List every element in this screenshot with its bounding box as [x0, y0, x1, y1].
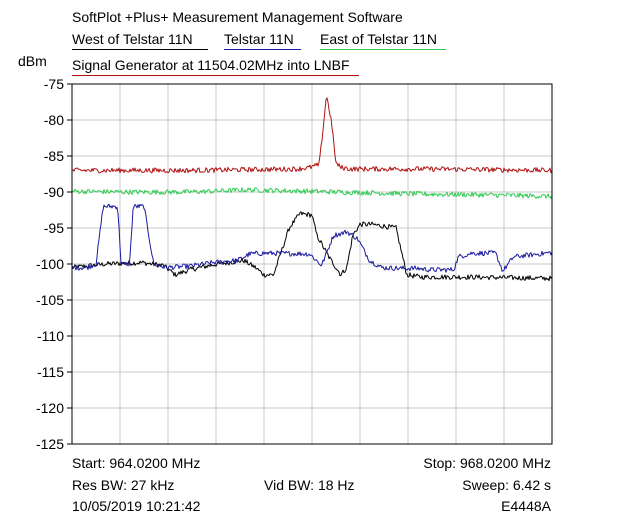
stop-frequency: Stop: 968.0200 MHz: [423, 455, 551, 471]
y-tick-label: -85: [44, 148, 64, 164]
y-tick-label: -105: [36, 292, 64, 308]
trace-line-1: [71, 203, 553, 273]
y-tick-label: -120: [36, 400, 64, 416]
timestamp: 10/05/2019 10:21:42: [72, 498, 201, 514]
chart-traces: [71, 97, 553, 282]
trace-line-3: [71, 97, 553, 174]
y-tick-label: -115: [37, 364, 64, 380]
sweep-time: Sweep: 6.42 s: [462, 477, 551, 493]
legend-swatch-signal-generator: [72, 75, 359, 76]
page-title: SoftPlot +Plus+ Measurement Management S…: [72, 9, 403, 25]
video-bandwidth: Vid BW: 18 Hz: [264, 477, 355, 493]
trace-line-2: [71, 187, 553, 199]
y-tick-label: -95: [44, 220, 64, 236]
y-tick-label: -90: [44, 184, 64, 200]
legend-label-telstar: Telstar 11N: [224, 31, 294, 47]
instrument-model: E4448A: [501, 498, 551, 514]
y-tick-label: -125: [36, 436, 64, 452]
plot-frame: [71, 83, 553, 445]
start-frequency: Start: 964.0200 MHz: [72, 455, 201, 471]
legend-label-east: East of Telstar 11N: [320, 31, 437, 47]
legend-swatch-telstar: [224, 49, 301, 50]
resolution-bandwidth: Res BW: 27 kHz: [72, 477, 175, 493]
y-tick-label: -110: [37, 328, 64, 344]
chart-grid: [72, 83, 552, 445]
y-tick-label: -100: [36, 256, 64, 272]
legend-label-west: West of Telstar 11N: [72, 31, 193, 47]
legend-label-signal-generator: Signal Generator at 11504.02MHz into LNB…: [72, 57, 350, 73]
y-tick-label: -80: [44, 112, 64, 128]
y-tick-label: -75: [44, 76, 64, 92]
y-tick-labels: -75 -80 -85 -90 -95 -100 -105 -110 -115 -120 -125: [36, 76, 72, 452]
legend-swatch-west: [72, 49, 208, 50]
legend-swatch-east: [320, 49, 446, 50]
trace-line-0: [71, 211, 553, 282]
y-axis-label: dBm: [18, 53, 47, 69]
